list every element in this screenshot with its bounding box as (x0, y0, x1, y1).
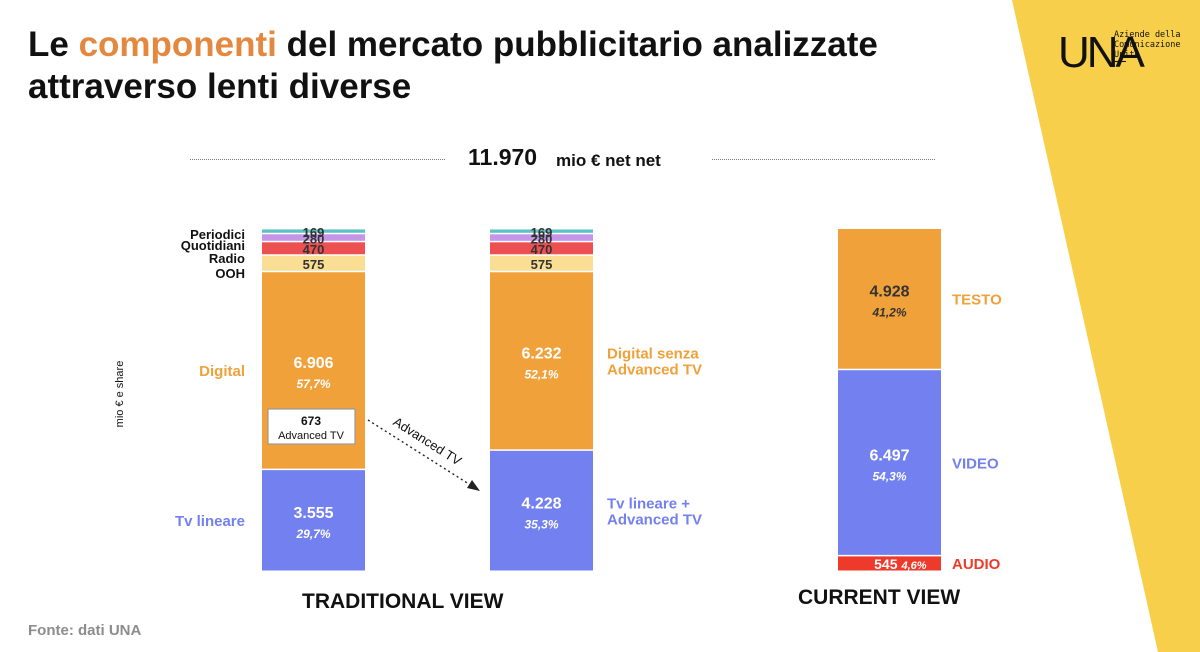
logo-line-2: Comunicazione (1114, 40, 1181, 50)
traditional-bar-segment-radio (262, 242, 365, 255)
traditional-adjusted-bar-segment-tv-lineare-advanced-tv (490, 450, 593, 571)
advanced-tv-transfer-label: Advanced TV (391, 414, 465, 469)
traditional-adjusted-bar-segment-quotidiani-value: 280 (531, 231, 553, 246)
logo-underline (1114, 61, 1126, 62)
traditional-bar-segment-ooh-value: 575 (303, 257, 325, 272)
total-dotted-line-left (190, 159, 445, 160)
traditional-adjusted-bar-segment-radio (490, 242, 593, 255)
current-bar-segment-testo (838, 229, 941, 369)
traditional-adjusted-bar-segment-tv-lineare-advanced-tv-label-line-1: Tv lineare + (607, 495, 690, 512)
traditional-bar-segment-quotidiani-label: Quotidiani (181, 238, 245, 253)
traditional-bar-segment-tv-lineare-value: 3.555 (293, 505, 333, 522)
traditional-bar-segment-ooh-label: OOH (215, 266, 245, 281)
title-line1-rest: del mercato pubblicitario analizzate (276, 25, 878, 64)
traditional-bar-segment-tv-lineare-share: 29,7% (295, 527, 330, 541)
advanced-tv-callout-box (267, 408, 356, 445)
current-bar-segment-video-value: 6.497 (869, 447, 909, 464)
traditional-bar-segment-digital-label-line-1: Digital (199, 363, 245, 380)
traditional-adjusted-bar-segment-tv-lineare-advanced-tv-value: 4.228 (521, 495, 561, 512)
total-market: 11.970 mio € net net (190, 144, 935, 176)
title-prefix: Le (28, 25, 79, 64)
una-logo: UNA Aziende della Comunicazione Unite (1058, 28, 1188, 84)
advanced-tv-callout: 673 Advanced TV (267, 408, 356, 445)
current-bar-segment-audio-value: 545 (874, 556, 898, 572)
current-bar-segment-video-share: 54,3% (872, 469, 906, 483)
traditional-bar-segment-radio-value: 470 (303, 242, 325, 257)
current-bar-segment-audio-label: AUDIO (952, 556, 1001, 573)
traditional-bar-segment-digital-value: 6.906 (293, 355, 333, 372)
traditional-bar-segment-radio-label: Radio (209, 251, 245, 266)
total-unit: mio € net net (556, 151, 661, 170)
traditional-bar-group: 3.555 29,7% Tv lineare 6.906 57,7% Digital 575… (175, 225, 365, 571)
advanced-tv-transfer-arrowhead (467, 480, 480, 491)
traditional-bar-segment-periodici-value: 169 (303, 225, 325, 240)
traditional-adjusted-bar-segment-periodici-value: 169 (531, 225, 553, 240)
advanced-tv-transfer: Advanced TV (367, 414, 480, 491)
traditional-adjusted-bar-segment-digital-senza-advanced-tv (490, 272, 593, 450)
current-bar-segment-testo-label-line-1: TESTO (952, 292, 1002, 309)
traditional-adjusted-bar-segment-radio-value: 470 (531, 242, 553, 257)
traditional-adjusted-bar-segment-digital-senza-advanced-tv-label-line-2: Advanced TV (607, 362, 702, 379)
traditional-adjusted-bar-segment-ooh-value: 575 (531, 257, 553, 272)
traditional-bar-segment-quotidiani-value: 280 (303, 231, 325, 246)
traditional-adjusted-bar-segment-tv-lineare-advanced-tv-label-line-2: Advanced TV (607, 511, 702, 528)
traditional-adjusted-bar-segment-ooh (490, 255, 593, 271)
current-bar-segment-video-label-line-1: VIDEO (952, 455, 999, 472)
current-view-label: CURRENT VIEW (798, 586, 961, 609)
logo-text: Aziende della Comunicazione Unite (1114, 30, 1186, 60)
advanced-tv-callout-text: Advanced TV (278, 430, 345, 442)
logo-line-3: Unite (1114, 50, 1140, 60)
current-bar-segment-testo-share: 41,2% (871, 306, 906, 320)
traditional-bar-segment-tv-lineare (262, 470, 365, 571)
traditional-adjusted-bar-segment-periodici (490, 229, 593, 233)
traditional-adjusted-bar-segment-digital-senza-advanced-tv-share: 52,1% (524, 368, 558, 382)
current-bar-segment-video (838, 370, 941, 555)
current-bar-segment-testo-value: 4.928 (869, 284, 909, 301)
advanced-tv-callout-value: 673 (301, 414, 321, 428)
source-note: Fonte: dati UNA (28, 622, 142, 639)
traditional-adjusted-bar-segment-tv-lineare-advanced-tv-share: 35,3% (524, 517, 558, 531)
traditional-bar-segment-digital-share: 57,7% (296, 377, 330, 391)
traditional-bar-segment-quotidiani (262, 234, 365, 241)
traditional-adjusted-bar-segment-digital-senza-advanced-tv-label-line-1: Digital senza (607, 346, 699, 363)
current-bar-segment-audio-share: 4,6% (901, 560, 927, 572)
traditional-bar-segment-ooh (262, 255, 365, 271)
current-bar-group: 545 4,6% AUDIO 6.497 54,3% VIDEO 4.928 41,2% TES… (838, 229, 1002, 573)
traditional-bar-segment-periodici-label: Periodici (190, 227, 245, 242)
traditional-bar-segment-tv-lineare-label-line-1: Tv lineare (175, 513, 245, 530)
title-line2: attraverso lenti diverse (28, 67, 412, 106)
traditional-view-label: TRADITIONAL VIEW (302, 590, 504, 613)
title-accent-word: componenti (78, 25, 277, 64)
page-title: Le componenti del mercato pubblicitario … (28, 24, 878, 108)
traditional-adjusted-bar-segment-digital-senza-advanced-tv-value: 6.232 (521, 346, 561, 363)
current-bar-segment-audio (838, 556, 941, 571)
logo-mark: UNA (1058, 28, 1145, 77)
advanced-tv-transfer-line (367, 419, 473, 487)
traditional-bar-segment-periodici (262, 229, 365, 233)
traditional-adjusted-bar-segment-quotidiani (490, 234, 593, 241)
total-dotted-line-right (712, 159, 935, 160)
logo-line-1: Aziende della (1114, 30, 1181, 40)
total-value: 11.970 (468, 144, 538, 170)
